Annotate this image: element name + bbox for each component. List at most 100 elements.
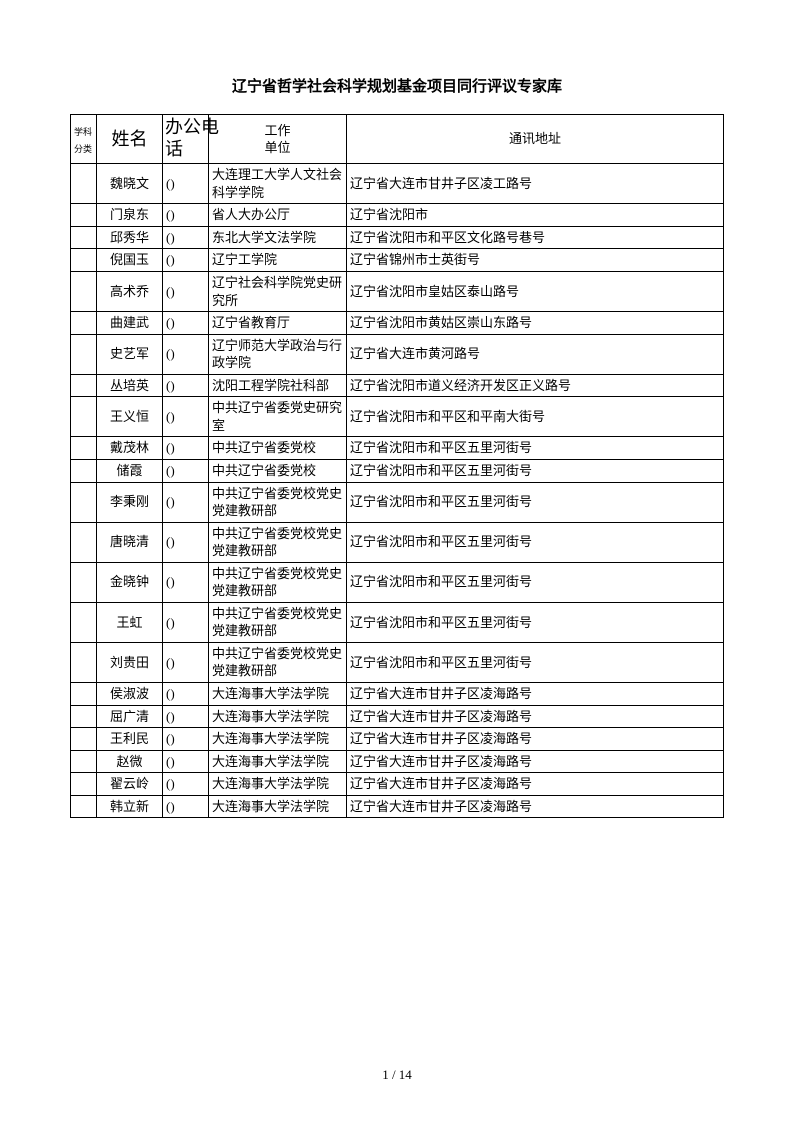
- cell-subject: [71, 164, 97, 204]
- cell-phone: (): [163, 773, 209, 796]
- table-row: 赵微()大连海事大学法学院辽宁省大连市甘井子区凌海路号: [71, 750, 724, 773]
- cell-phone: (): [163, 374, 209, 397]
- cell-address: 辽宁省大连市甘井子区凌海路号: [347, 705, 724, 728]
- cell-name: 史艺军: [97, 334, 163, 374]
- table-row: 唐晓清()中共辽宁省委党校党史党建教研部辽宁省沈阳市和平区五里河街号: [71, 522, 724, 562]
- cell-address: 辽宁省大连市甘井子区凌海路号: [347, 728, 724, 751]
- cell-name: 李秉刚: [97, 482, 163, 522]
- header-address: 通讯地址: [347, 115, 724, 164]
- cell-unit: 大连理工大学人文社会科学学院: [209, 164, 347, 204]
- cell-phone: (): [163, 437, 209, 460]
- cell-name: 戴茂林: [97, 437, 163, 460]
- cell-phone: (): [163, 459, 209, 482]
- table-row: 储霞()中共辽宁省委党校辽宁省沈阳市和平区五里河街号: [71, 459, 724, 482]
- cell-phone: (): [163, 562, 209, 602]
- cell-name: 高术乔: [97, 272, 163, 312]
- cell-unit: 辽宁工学院: [209, 249, 347, 272]
- cell-address: 辽宁省沈阳市和平区五里河街号: [347, 522, 724, 562]
- cell-phone: (): [163, 795, 209, 818]
- cell-address: 辽宁省大连市甘井子区凌海路号: [347, 682, 724, 705]
- table-header-row: 学科 分类 姓名 办公电 话 工作 单位 通讯地址: [71, 115, 724, 164]
- cell-subject: [71, 204, 97, 227]
- cell-phone: (): [163, 204, 209, 227]
- cell-name: 王义恒: [97, 397, 163, 437]
- cell-unit: 中共辽宁省委党校党史党建教研部: [209, 562, 347, 602]
- cell-name: 刘贵田: [97, 642, 163, 682]
- table-row: 侯淑波()大连海事大学法学院辽宁省大连市甘井子区凌海路号: [71, 682, 724, 705]
- table-row: 门泉东()省人大办公厅辽宁省沈阳市: [71, 204, 724, 227]
- cell-name: 金晓钟: [97, 562, 163, 602]
- cell-unit: 中共辽宁省委党史研究室: [209, 397, 347, 437]
- cell-phone: (): [163, 312, 209, 335]
- cell-unit: 中共辽宁省委党校: [209, 459, 347, 482]
- cell-address: 辽宁省大连市黄河路号: [347, 334, 724, 374]
- cell-address: 辽宁省沈阳市和平区和平南大街号: [347, 397, 724, 437]
- header-name: 姓名: [97, 115, 163, 164]
- cell-name: 门泉东: [97, 204, 163, 227]
- cell-name: 魏晓文: [97, 164, 163, 204]
- cell-unit: 中共辽宁省委党校党史党建教研部: [209, 482, 347, 522]
- cell-subject: [71, 682, 97, 705]
- cell-phone: (): [163, 397, 209, 437]
- cell-name: 翟云岭: [97, 773, 163, 796]
- cell-subject: [71, 522, 97, 562]
- cell-address: 辽宁省大连市甘井子区凌海路号: [347, 773, 724, 796]
- cell-name: 邱秀华: [97, 226, 163, 249]
- cell-address: 辽宁省沈阳市黄姑区崇山东路号: [347, 312, 724, 335]
- cell-unit: 中共辽宁省委党校党史党建教研部: [209, 602, 347, 642]
- table-row: 王虹()中共辽宁省委党校党史党建教研部辽宁省沈阳市和平区五里河街号: [71, 602, 724, 642]
- cell-name: 倪国玉: [97, 249, 163, 272]
- cell-unit: 辽宁社会科学院党史研究所: [209, 272, 347, 312]
- cell-subject: [71, 602, 97, 642]
- cell-phone: (): [163, 272, 209, 312]
- cell-subject: [71, 795, 97, 818]
- cell-name: 储霞: [97, 459, 163, 482]
- header-subject: 学科 分类: [71, 115, 97, 164]
- cell-unit: 大连海事大学法学院: [209, 795, 347, 818]
- cell-name: 韩立新: [97, 795, 163, 818]
- cell-name: 赵微: [97, 750, 163, 773]
- cell-subject: [71, 374, 97, 397]
- cell-phone: (): [163, 642, 209, 682]
- header-phone: 办公电 话: [163, 115, 209, 164]
- cell-unit: 大连海事大学法学院: [209, 773, 347, 796]
- cell-address: 辽宁省沈阳市和平区五里河街号: [347, 459, 724, 482]
- cell-address: 辽宁省大连市甘井子区凌海路号: [347, 750, 724, 773]
- cell-name: 王利民: [97, 728, 163, 751]
- cell-subject: [71, 437, 97, 460]
- table-row: 翟云岭()大连海事大学法学院辽宁省大连市甘井子区凌海路号: [71, 773, 724, 796]
- cell-unit: 大连海事大学法学院: [209, 705, 347, 728]
- cell-subject: [71, 482, 97, 522]
- cell-subject: [71, 705, 97, 728]
- cell-subject: [71, 728, 97, 751]
- cell-address: 辽宁省沈阳市和平区五里河街号: [347, 562, 724, 602]
- cell-unit: 中共辽宁省委党校: [209, 437, 347, 460]
- table-row: 邱秀华()东北大学文法学院辽宁省沈阳市和平区文化路号巷号: [71, 226, 724, 249]
- table-row: 高术乔()辽宁社会科学院党史研究所辽宁省沈阳市皇姑区泰山路号: [71, 272, 724, 312]
- cell-phone: (): [163, 602, 209, 642]
- cell-subject: [71, 459, 97, 482]
- cell-subject: [71, 249, 97, 272]
- cell-unit: 中共辽宁省委党校党史党建教研部: [209, 642, 347, 682]
- cell-subject: [71, 312, 97, 335]
- cell-address: 辽宁省沈阳市和平区五里河街号: [347, 602, 724, 642]
- cell-name: 侯淑波: [97, 682, 163, 705]
- cell-address: 辽宁省沈阳市道义经济开发区正义路号: [347, 374, 724, 397]
- cell-address: 辽宁省大连市甘井子区凌海路号: [347, 795, 724, 818]
- cell-phone: (): [163, 728, 209, 751]
- cell-phone: (): [163, 682, 209, 705]
- cell-unit: 辽宁师范大学政治与行政学院: [209, 334, 347, 374]
- table-row: 韩立新()大连海事大学法学院辽宁省大连市甘井子区凌海路号: [71, 795, 724, 818]
- cell-unit: 沈阳工程学院社科部: [209, 374, 347, 397]
- cell-subject: [71, 750, 97, 773]
- cell-name: 唐晓清: [97, 522, 163, 562]
- table-row: 丛培英()沈阳工程学院社科部辽宁省沈阳市道义经济开发区正义路号: [71, 374, 724, 397]
- cell-subject: [71, 642, 97, 682]
- cell-subject: [71, 272, 97, 312]
- header-unit: 工作 单位: [209, 115, 347, 164]
- table-body: 魏晓文()大连理工大学人文社会科学学院辽宁省大连市甘井子区凌工路号门泉东()省人…: [71, 164, 724, 818]
- cell-address: 辽宁省沈阳市和平区文化路号巷号: [347, 226, 724, 249]
- table-row: 王利民()大连海事大学法学院辽宁省大连市甘井子区凌海路号: [71, 728, 724, 751]
- cell-phone: (): [163, 750, 209, 773]
- header-subject-top: 学科: [74, 127, 92, 137]
